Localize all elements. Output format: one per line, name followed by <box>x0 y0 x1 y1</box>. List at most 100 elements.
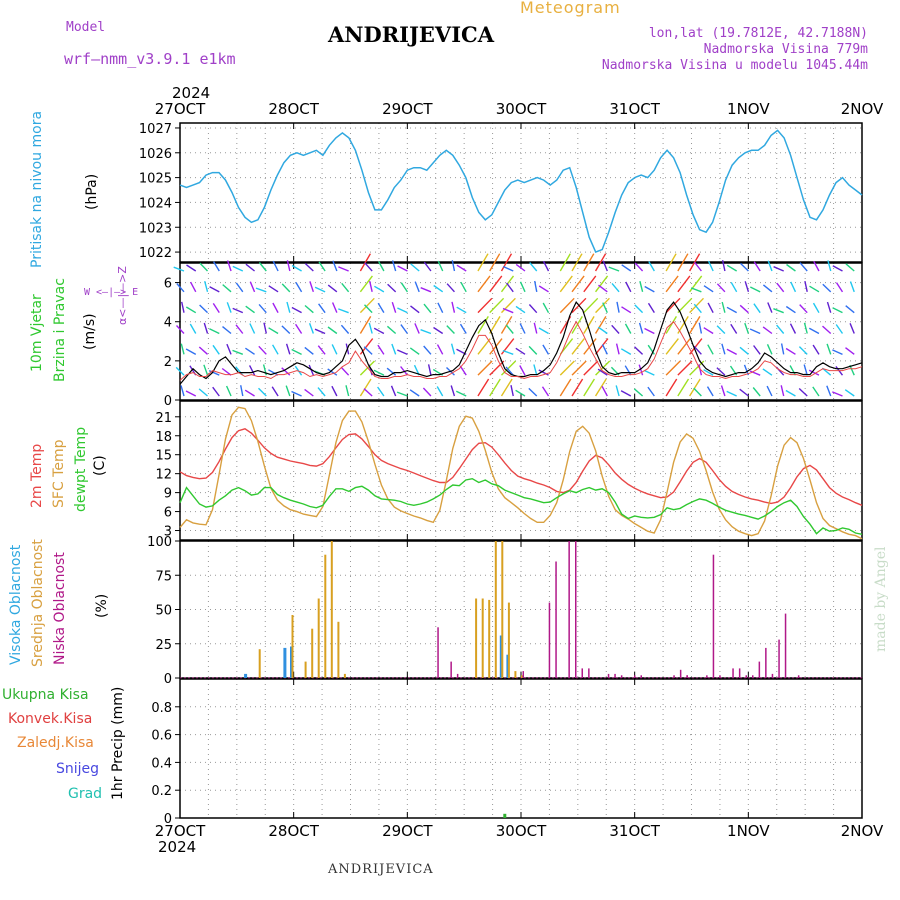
wind-arrow <box>707 260 714 272</box>
wind-arrow <box>721 301 726 313</box>
wind-arrow <box>776 324 785 334</box>
wind-arrow <box>248 365 256 376</box>
cloud-mid-bar <box>521 675 523 678</box>
wind-arrow <box>433 326 444 335</box>
wind-arrow <box>571 338 585 355</box>
x-tick-label-top: 1NOV <box>727 100 770 118</box>
wind-arrow <box>625 281 632 293</box>
wind-arrow <box>528 345 538 355</box>
wind-arrow <box>359 338 374 355</box>
wind-arrow <box>455 390 467 397</box>
precip-legend-snow: Snijeg <box>56 761 100 777</box>
wind-arrow <box>327 368 338 376</box>
wind-arrow <box>730 323 738 334</box>
y-tick-label: 25 <box>155 638 172 653</box>
cloud-low-bar <box>712 554 715 678</box>
model-elevation-label: Nadmorska Visina u modelu 1045.44m <box>601 58 868 73</box>
wind-arrow <box>459 365 467 376</box>
wind-arrow <box>595 297 610 314</box>
wind-arrow <box>583 253 595 272</box>
wind-arrow <box>377 302 385 314</box>
wind-arrow <box>189 323 197 334</box>
wind-arrow <box>798 346 808 355</box>
cloud-mid-bar <box>330 541 333 678</box>
wind-arrow <box>245 347 255 355</box>
wind-arrow <box>677 275 691 293</box>
wind-arrow <box>235 366 244 376</box>
wind-arrow <box>232 265 244 272</box>
cloud-low-bar <box>784 613 787 678</box>
wind-arrow <box>721 260 726 272</box>
wind-arrow <box>634 346 644 355</box>
wind-arrow <box>222 326 232 335</box>
wind-arrow <box>698 322 703 334</box>
wind-arrow <box>359 316 372 334</box>
wind-arrow <box>400 282 408 293</box>
wind-arrow <box>271 386 279 397</box>
wind-arrow <box>451 301 456 313</box>
wind-arrow <box>199 304 209 314</box>
wind-arrow <box>317 387 326 397</box>
wind-arrow <box>542 302 550 314</box>
wind-arrow <box>773 266 784 272</box>
wind-arrow <box>400 366 408 376</box>
wind-arrow <box>244 389 255 397</box>
cloud-low-bar <box>765 647 767 678</box>
wind-arrow <box>410 263 420 272</box>
wind-arrow <box>199 262 209 272</box>
wind-arrow <box>739 388 749 397</box>
wind-arrow <box>489 253 501 272</box>
wind-arrow <box>258 387 267 397</box>
wind-arrow <box>785 389 796 397</box>
wind-arrow <box>189 281 197 293</box>
wind-arrow <box>849 281 855 293</box>
cloud-low-bar <box>548 602 551 678</box>
wind-arrow <box>809 285 820 293</box>
cloud-low-bar <box>456 673 459 678</box>
wind-arrow <box>436 386 444 397</box>
wind-arrow <box>489 360 505 376</box>
wind-arrow <box>291 348 302 355</box>
wind-arrow <box>281 325 291 335</box>
wind-arrow <box>209 328 220 335</box>
wind-arrow <box>391 343 397 355</box>
wind-arrow <box>422 387 432 397</box>
wind-arrow <box>822 325 832 335</box>
wind-arrow <box>707 302 714 313</box>
wind-arrow <box>615 343 620 355</box>
cloud-low-bar <box>679 669 682 678</box>
cloud-low-bar <box>450 661 452 678</box>
wind-arrow <box>477 253 489 272</box>
wind-arrow <box>515 263 526 272</box>
wind-arrow <box>762 284 773 293</box>
wind-arrow <box>359 275 373 293</box>
wind-arrow <box>845 263 855 272</box>
wind-arrow <box>359 297 375 314</box>
wind-arrow <box>583 275 597 293</box>
cloud-mid-bar <box>481 598 484 678</box>
wind-arrow <box>529 262 538 272</box>
cloud-low-bar <box>797 675 800 678</box>
wind-arrow <box>849 323 855 334</box>
wind-arrow <box>808 369 820 376</box>
wind-arrow <box>559 275 573 293</box>
wind-arrow <box>291 390 302 397</box>
wind-arrow <box>272 302 279 313</box>
wind-arrow <box>258 345 267 355</box>
wind-arrow <box>221 367 232 376</box>
wind-arrow <box>665 338 679 355</box>
subtitle: Meteogram <box>520 0 621 17</box>
wind-arrow <box>505 324 514 334</box>
wind-arrow <box>291 306 302 314</box>
wind-arrow <box>345 385 350 397</box>
wind-arrow <box>446 283 455 293</box>
wind-arrow <box>359 378 372 397</box>
wind-arrow <box>773 308 784 314</box>
wind-arrow <box>752 387 761 397</box>
wind-arrow <box>318 261 326 272</box>
wind-arrow <box>776 282 785 293</box>
wind-arrow <box>204 281 209 293</box>
temp-dewpt-line <box>179 477 863 535</box>
wind-arrow <box>226 260 232 272</box>
cloud-low-bar <box>581 668 583 678</box>
